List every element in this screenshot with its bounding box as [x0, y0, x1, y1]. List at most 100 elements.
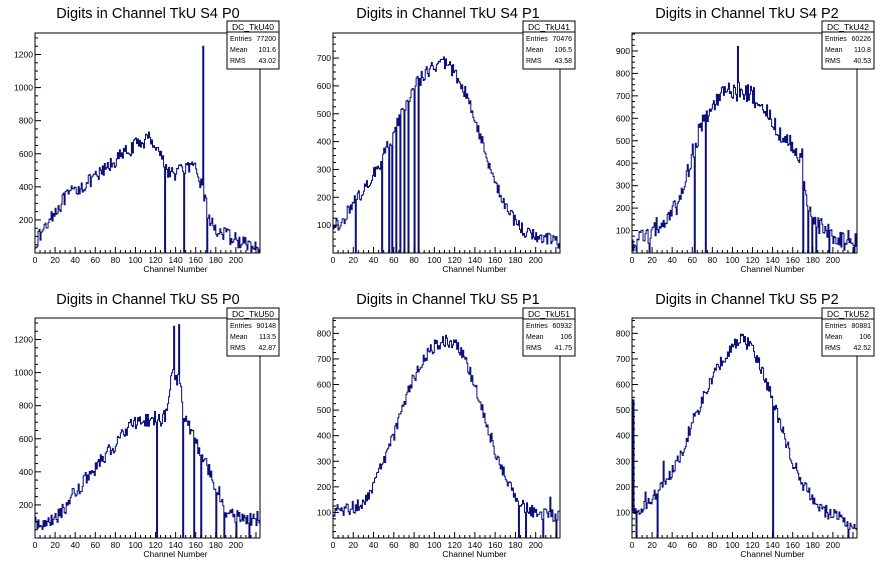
x-tick-label: 120	[745, 255, 759, 265]
histogram-line	[35, 324, 260, 539]
stats-key: Entries	[526, 36, 548, 43]
x-tick-label: 100	[725, 255, 739, 265]
stats-value: 43.58	[554, 58, 572, 65]
x-tick-label: 200	[826, 540, 840, 550]
y-tick-label: 600	[19, 149, 33, 159]
stats-key: Entries	[825, 36, 847, 43]
y-tick-label: 500	[317, 405, 331, 415]
stats-value: 110.8	[854, 47, 871, 54]
x-tick-label: 120	[448, 540, 462, 550]
y-tick-label: 500	[317, 109, 331, 119]
x-tick-label: 0	[33, 540, 38, 550]
stats-value: 77200	[257, 36, 277, 43]
plot-frame	[631, 317, 858, 539]
y-tick-label: 600	[317, 380, 331, 390]
x-tick-label: 160	[189, 540, 203, 550]
histogram-panel: Digits in Channel TkU S5 P1 0 20 40 60 80 100 1…	[317, 292, 576, 559]
x-tick-label: 120	[148, 540, 162, 550]
x-tick-label: 100	[128, 540, 142, 550]
y-tick-label: 400	[616, 431, 630, 441]
histogram-panel: Digits in Channel TkU S5 P2 0 20 40 60 80 100 1…	[616, 292, 875, 559]
x-axis-label: Channel Number	[740, 549, 804, 559]
stats-value: 106	[560, 334, 572, 341]
x-tick-label: 40	[369, 540, 379, 550]
stats-name: DC_TkU40	[232, 22, 274, 32]
x-tick-label: 200	[529, 255, 543, 265]
x-tick-label: 100	[128, 255, 142, 265]
x-tick-label: 160	[488, 540, 502, 550]
stats-box	[226, 20, 280, 70]
stats-key: RMS	[825, 345, 841, 352]
x-tick-label: 20	[349, 540, 359, 550]
plot-frame	[332, 317, 561, 539]
stats-key: Mean	[526, 47, 544, 54]
x-tick-label: 180	[806, 540, 820, 550]
y-tick-label: 600	[616, 113, 630, 123]
x-tick-label: 0	[630, 255, 635, 265]
y-tick-label: 700	[317, 53, 331, 63]
y-tick-label: 800	[19, 116, 33, 126]
x-tick-label: 0	[331, 540, 336, 550]
stats-key: RMS	[825, 58, 841, 65]
stats-box	[821, 20, 875, 70]
x-tick-label: 40	[70, 540, 80, 550]
x-tick-label: 140	[169, 255, 183, 265]
x-axis-label: Channel Number	[442, 264, 506, 274]
x-tick-label: 60	[688, 255, 698, 265]
x-tick-label: 140	[766, 255, 780, 265]
y-tick-label: 1200	[14, 50, 33, 60]
stats-value: 43.02	[258, 58, 276, 65]
y-tick-label: 800	[317, 328, 331, 338]
x-tick-label: 80	[409, 540, 419, 550]
y-tick-label: 100	[317, 220, 331, 230]
plot-frame	[34, 32, 261, 254]
x-tick-label: 20	[647, 255, 657, 265]
y-tick-label: 200	[19, 215, 33, 225]
histogram-line	[632, 45, 857, 254]
chart-title: Digits in Channel TkU S4 P0	[56, 6, 240, 22]
y-tick-label: 200	[317, 192, 331, 202]
x-tick-label: 0	[331, 255, 336, 265]
y-tick-label: 400	[616, 158, 630, 168]
y-tick-label: 600	[317, 81, 331, 91]
x-tick-label: 80	[111, 540, 121, 550]
y-tick-label: 200	[317, 482, 331, 492]
stats-value: 41.75	[554, 345, 572, 352]
y-tick-label: 100	[317, 507, 331, 517]
x-tick-label: 160	[488, 255, 502, 265]
y-tick-label: 300	[616, 181, 630, 191]
y-tick-label: 900	[616, 46, 630, 56]
x-tick-label: 120	[148, 255, 162, 265]
stats-value: 42.52	[853, 345, 871, 352]
stats-name: DC_TkU41	[528, 22, 570, 32]
y-tick-label: 300	[317, 164, 331, 174]
x-tick-label: 160	[189, 255, 203, 265]
x-tick-label: 80	[708, 540, 718, 550]
stats-key: RMS	[526, 58, 542, 65]
stats-value: 101.6	[258, 47, 276, 54]
x-tick-label: 160	[786, 540, 800, 550]
x-tick-label: 120	[745, 540, 759, 550]
stats-value: 60226	[852, 36, 872, 43]
stats-value: 113.5	[259, 334, 276, 341]
x-tick-label: 60	[389, 540, 399, 550]
stats-value: 90148	[257, 323, 277, 330]
y-tick-label: 700	[616, 354, 630, 364]
x-tick-label: 0	[33, 255, 38, 265]
x-tick-label: 160	[786, 255, 800, 265]
x-tick-label: 80	[111, 255, 121, 265]
y-tick-label: 200	[616, 203, 630, 213]
y-tick-label: 600	[19, 434, 33, 444]
x-axis-label: Channel Number	[143, 549, 207, 559]
histogram-panel: Digits in Channel TkU S5 P0 0 20 40 60 80 100 1…	[14, 292, 280, 559]
stats-value: 42.87	[258, 345, 276, 352]
stats-key: Entries	[230, 323, 252, 330]
y-tick-label: 600	[616, 380, 630, 390]
stats-key: Mean	[230, 47, 248, 54]
x-tick-label: 60	[91, 255, 101, 265]
x-tick-label: 40	[667, 255, 677, 265]
x-tick-label: 20	[50, 255, 60, 265]
stats-name: DC_TkU52	[827, 309, 869, 319]
x-tick-label: 180	[209, 255, 223, 265]
stats-key: Mean	[526, 334, 544, 341]
